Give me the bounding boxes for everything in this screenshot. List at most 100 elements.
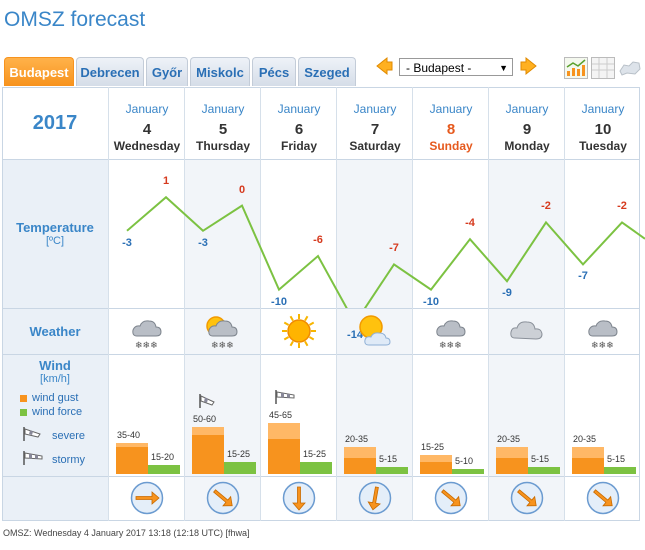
day-date: 10 [594, 121, 612, 138]
wind-label: Wind [39, 358, 71, 373]
temperature-min-label: -3 [198, 236, 208, 249]
wind-gust-min-bar [192, 435, 224, 474]
chevron-down-icon: ▼ [499, 63, 508, 73]
wind-force-bar [528, 466, 560, 474]
day-month: January [277, 102, 321, 116]
wind-gust-label: 20-35 [497, 433, 521, 444]
legend-wind-force: wind force [20, 406, 82, 418]
row-divider [2, 476, 640, 477]
column-divider [184, 87, 185, 521]
row-divider [2, 308, 640, 309]
wind-direction-icon [282, 481, 316, 515]
next-city-arrow-icon[interactable] [520, 56, 538, 76]
day-header: January 8 Sunday [413, 102, 489, 153]
wind-force-bar [452, 469, 484, 474]
temperature-max-label: 1 [162, 175, 170, 188]
column-divider [412, 87, 413, 521]
tab-pecs[interactable]: Pécs [252, 57, 296, 86]
legend-wind-force-text: wind force [32, 406, 83, 418]
day-weekday: Thursday [195, 139, 250, 153]
temperature-min-label: -10 [423, 295, 439, 308]
day-month: January [201, 102, 245, 116]
day-date: 8 [446, 121, 456, 138]
column-divider [336, 87, 337, 521]
legend-wind-gust-text: wind gust [32, 392, 79, 404]
temperature-max-label: -4 [465, 217, 475, 230]
wind-gust-swatch [20, 394, 27, 402]
snow-cloud-icon: ❄❄❄ [127, 312, 167, 351]
tab-miskolc[interactable]: Miskolc [190, 57, 250, 86]
cloud-icon [507, 312, 547, 350]
day-weekday: Sunday [429, 139, 473, 153]
stormy-windsock-icon [23, 451, 43, 465]
tab-szeged[interactable]: Szeged [298, 57, 356, 86]
city-select-value: - Budapest - [406, 61, 472, 75]
day-weekday: Monday [504, 139, 550, 153]
temperature-min-label: -3 [122, 236, 132, 249]
sun-icon [279, 312, 319, 350]
day-month: January [581, 102, 625, 116]
tab-debrecen[interactable]: Debrecen [76, 57, 144, 86]
day-header: January 10 Tuesday [565, 102, 641, 153]
snow-cloud-icon: ❄❄❄ [431, 312, 471, 351]
day-weekday: Tuesday [579, 139, 627, 153]
day-date: 5 [218, 121, 228, 138]
forecast-grid [2, 87, 640, 521]
severe-windsock-icon [23, 427, 41, 441]
previous-city-arrow-icon[interactable] [375, 56, 393, 76]
wind-force-label: 5-10 [455, 456, 474, 467]
wind-direction-icon [130, 481, 164, 515]
temperature-min-label: -10 [271, 295, 287, 308]
column-divider [260, 87, 261, 521]
day-header: January 5 Thursday [185, 102, 261, 153]
row-divider [2, 159, 640, 160]
wind-gust-min-bar [116, 446, 148, 474]
column-divider [564, 87, 565, 521]
wind-force-label: 15-25 [303, 449, 327, 460]
day-month: January [353, 102, 397, 116]
temperature-min-label: -9 [502, 287, 512, 300]
wind-force-label: 5-15 [607, 453, 626, 464]
tab-gyor[interactable]: Győr [146, 57, 188, 86]
day-month: January [505, 102, 549, 116]
table-view-icon[interactable] [591, 57, 615, 79]
wind-force-bar [148, 464, 180, 474]
wind-gust-label: 35-40 [117, 429, 141, 440]
stormy-windsock-icon [274, 389, 296, 410]
day-header: January 7 Saturday [337, 102, 413, 153]
wind-gust-min-bar [496, 458, 528, 474]
sun-cloud-icon [355, 312, 395, 350]
wind-gust-min-bar [268, 438, 300, 474]
wind-gust-label: 45-65 [269, 410, 293, 421]
day-header: January 4 Wednesday [109, 102, 185, 153]
wind-gust-label: 20-35 [573, 433, 597, 444]
svg-text:❄❄❄: ❄❄❄ [211, 341, 234, 350]
legend-severe: severe [52, 430, 86, 442]
city-select[interactable]: - Budapest - ▼ [399, 58, 513, 76]
legend-stormy: stormy [52, 454, 85, 466]
wind-force-bar [300, 462, 332, 474]
wind-force-label: 5-15 [379, 453, 398, 464]
sun-snow-cloud-icon: ❄❄❄ [203, 312, 243, 351]
wind-force-swatch [20, 408, 27, 416]
day-month: January [429, 102, 473, 116]
wind-gust-label: 15-25 [421, 441, 445, 452]
column-divider [108, 87, 109, 521]
wind-force-label: 15-20 [151, 451, 175, 462]
row-label-column [2, 160, 108, 521]
footer-timestamp: OMSZ: Wednesday 4 January 2017 13:18 (12… [3, 528, 250, 538]
wind-gust-min-bar [344, 458, 376, 474]
temperature-max-label: -2 [541, 200, 551, 213]
temperature-row-label: Temperature [ºC] [2, 220, 108, 247]
column-divider [488, 87, 489, 521]
day-date: 9 [522, 121, 532, 138]
severe-windsock-icon [198, 393, 218, 414]
wind-force-bar [224, 462, 256, 474]
snow-cloud-icon: ❄❄❄ [583, 312, 623, 351]
tab-budapest[interactable]: Budapest [4, 57, 74, 86]
day-date: 7 [370, 121, 380, 138]
chart-view-icon[interactable] [564, 57, 588, 79]
year-label: 2017 [32, 112, 78, 134]
map-view-icon[interactable] [618, 57, 642, 79]
svg-text:❄❄❄: ❄❄❄ [591, 341, 614, 350]
